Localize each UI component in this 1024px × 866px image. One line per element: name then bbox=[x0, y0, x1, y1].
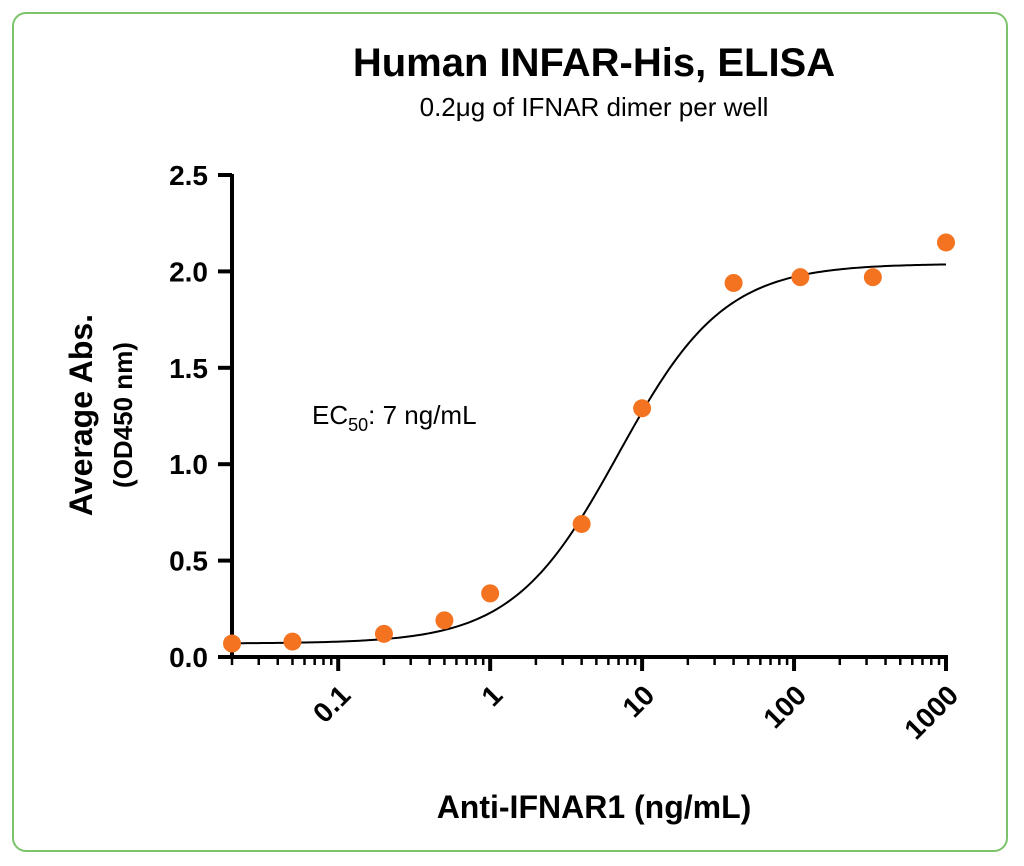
x-tick-label: 1000 bbox=[898, 679, 964, 745]
data-point bbox=[633, 399, 652, 418]
data-points bbox=[223, 233, 955, 653]
data-point bbox=[863, 268, 882, 287]
y-tick-label: 2.0 bbox=[169, 256, 208, 287]
x-tick-label: 0.1 bbox=[307, 679, 356, 728]
data-point bbox=[435, 611, 454, 630]
data-point bbox=[791, 268, 810, 287]
chart-subtitle: 0.2μg of IFNAR dimer per well bbox=[420, 92, 769, 122]
data-point bbox=[374, 624, 393, 643]
y-tick-label: 1.0 bbox=[169, 449, 208, 480]
x-ticks: 0.1 1 10 100 1000 bbox=[230, 657, 964, 745]
ec50-suffix: : 7 ng/mL bbox=[368, 400, 476, 430]
data-point bbox=[481, 584, 500, 603]
data-point bbox=[724, 273, 743, 292]
y-axis-unit: (OD450 nm) bbox=[108, 342, 138, 488]
y-tick-label: 2.5 bbox=[169, 160, 208, 191]
y-tick-label: 1.5 bbox=[169, 353, 208, 384]
x-tick-label: 1 bbox=[475, 679, 508, 712]
data-point bbox=[937, 233, 955, 252]
x-tick-label: 100 bbox=[757, 679, 812, 734]
ec50-prefix: EC bbox=[312, 400, 348, 430]
axes bbox=[230, 174, 948, 659]
chart-title: Human INFAR-His, ELISA bbox=[353, 41, 835, 85]
x-axis-label: Anti-IFNAR1 (ng/mL) bbox=[437, 789, 752, 825]
fit-curve bbox=[231, 263, 947, 645]
ec50-annotation: EC50: 7 ng/mL bbox=[312, 400, 477, 435]
data-point bbox=[572, 514, 591, 533]
y-ticks: 0.0 0.5 1.0 1.5 2.0 2.5 bbox=[169, 160, 232, 673]
y-tick-label: 0.5 bbox=[169, 546, 208, 577]
y-tick-label: 0.0 bbox=[169, 642, 208, 673]
ec50-subscript: 50 bbox=[348, 415, 368, 435]
data-point bbox=[223, 634, 241, 653]
y-axis-label: Average Abs. bbox=[63, 314, 99, 516]
data-point bbox=[283, 632, 302, 651]
chart-frame bbox=[12, 12, 1008, 852]
x-tick-label: 10 bbox=[616, 679, 660, 723]
